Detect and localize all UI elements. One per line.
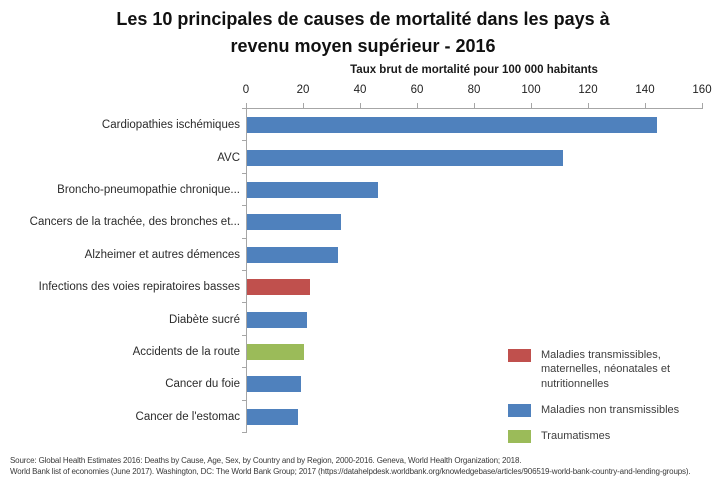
bar <box>247 247 338 263</box>
x-tick-mark <box>588 103 589 108</box>
legend-item: Maladies transmissibles, maternelles, né… <box>508 348 722 391</box>
legend-label: Maladies transmissibles, maternelles, né… <box>541 349 671 390</box>
legend-label: Maladies non transmissibles <box>541 403 680 416</box>
x-tick-mark <box>702 103 703 108</box>
bar <box>247 409 298 425</box>
x-tick-label: 60 <box>410 84 424 96</box>
x-tick-mark <box>474 103 475 108</box>
x-tick-mark <box>417 103 418 108</box>
x-tick-label: 100 <box>521 84 541 96</box>
x-tick-label: 0 <box>242 84 250 96</box>
x-axis-line <box>246 108 703 109</box>
x-tick-mark <box>645 103 646 108</box>
source-line-1: Source: Global Health Estimates 2016: De… <box>10 456 522 465</box>
y-tick-mark <box>242 302 246 303</box>
y-tick-mark <box>242 173 246 174</box>
x-axis-title: Taux brut de mortalité pour 100 000 habi… <box>350 64 598 76</box>
x-tick-label: 120 <box>578 84 598 96</box>
x-tick-mark <box>246 103 247 108</box>
chart-title-line1: Les 10 principales de causes de mortalit… <box>116 9 610 29</box>
category-label: Cardiopathies ischémiques <box>101 119 240 131</box>
bar <box>247 214 341 230</box>
bar <box>247 279 310 295</box>
bar <box>247 117 657 133</box>
x-tick-mark <box>360 103 361 108</box>
x-tick-label: 160 <box>692 84 712 96</box>
bar <box>247 376 301 392</box>
x-tick-mark <box>303 103 304 108</box>
bar <box>247 182 378 198</box>
source-note: Source: Global Health Estimates 2016: De… <box>10 455 726 477</box>
bar <box>247 150 563 166</box>
legend-swatch <box>508 349 531 362</box>
chart-legend: Maladies transmissibles, maternelles, né… <box>508 348 722 444</box>
y-tick-mark <box>242 400 246 401</box>
x-tick-mark <box>531 103 532 108</box>
y-tick-mark <box>242 205 246 206</box>
category-label: Cancer du foie <box>165 378 240 390</box>
legend-label: Traumatismes <box>541 430 611 443</box>
x-tick-label: 80 <box>467 84 481 96</box>
category-label: Diabète sucré <box>169 314 240 326</box>
y-tick-mark <box>242 140 246 141</box>
category-label: Broncho-pneumopathie chronique... <box>57 184 240 196</box>
legend-swatch <box>508 430 531 444</box>
source-line-2: World Bank list of economies (June 2017)… <box>10 467 691 476</box>
chart-title: Les 10 principales de causes de mortalit… <box>0 6 726 60</box>
y-tick-mark <box>242 367 246 368</box>
y-axis-line <box>246 108 247 433</box>
chart-title-line2: revenu moyen supérieur - 2016 <box>230 36 496 56</box>
category-label: Accidents de la route <box>132 346 240 358</box>
y-tick-mark <box>242 108 246 109</box>
y-tick-mark <box>242 335 246 336</box>
category-label: AVC <box>217 152 240 164</box>
y-tick-mark <box>242 270 246 271</box>
x-tick-label: 40 <box>353 84 367 96</box>
y-tick-mark <box>242 432 246 433</box>
x-tick-label: 140 <box>635 84 655 96</box>
y-tick-mark <box>242 238 246 239</box>
category-label: Infections des voies repiratoires basses <box>38 281 240 293</box>
category-label: Alzheimer et autres démences <box>84 249 240 261</box>
bar <box>247 344 304 360</box>
category-label: Cancers de la trachée, des bronches et..… <box>29 216 240 228</box>
legend-item: Traumatismes <box>508 429 722 444</box>
legend-swatch <box>508 403 531 417</box>
category-label: Cancer de l'estomac <box>135 411 240 423</box>
x-tick-label: 20 <box>296 84 310 96</box>
bar <box>247 312 307 328</box>
legend-item: Maladies non transmissibles <box>508 403 722 417</box>
